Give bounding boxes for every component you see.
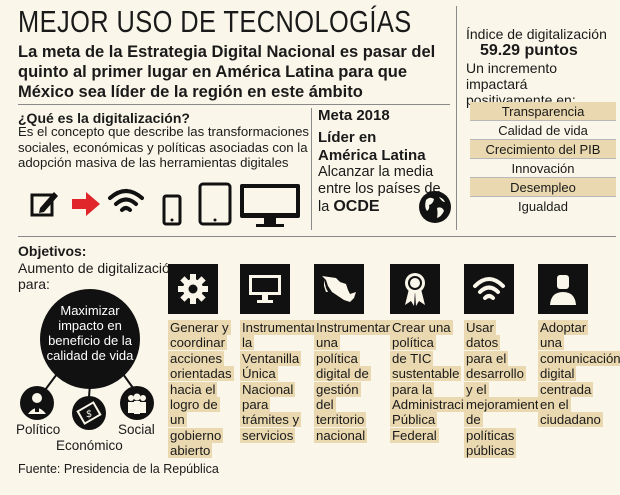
impact-item: Desempleo (470, 178, 616, 197)
objective-text: Generar y coordinar acciones orientadas … (168, 320, 234, 459)
monitor-icon (240, 264, 290, 314)
objective-column: Usar datos para el desarrollo y el mejor… (464, 264, 548, 459)
objective-text: Instrumentar una política digital de ges… (314, 320, 393, 443)
objective-text: Usar datos para el desarrollo y el mejor… (464, 320, 548, 459)
arrow-right-icon (72, 192, 100, 216)
impact-list: Transparencia Calidad de vida Crecimient… (470, 102, 616, 216)
objective-text: Adoptar una comunicación digital centrad… (538, 320, 620, 428)
goal-description-text: Alcanzar la media entre los países de la (318, 164, 441, 215)
divider-horizontal-bottom (18, 236, 616, 237)
divider-horizontal (18, 104, 450, 105)
goal-description: Alcanzar la media entre los países de la… (318, 164, 453, 216)
source-note: Fuente: Presidencia de la República (18, 462, 219, 476)
branch-label-economic: Económico (56, 438, 123, 453)
people-group-icon (120, 386, 154, 420)
smartphone-icon (162, 194, 182, 226)
page-title: MEJOR USO DE TECNOLOGÍAS (18, 4, 412, 39)
money-icon: $ (72, 396, 106, 430)
impact-item: Igualdad (518, 199, 568, 214)
divider-vertical-right (456, 6, 457, 230)
user-icon (538, 264, 588, 314)
svg-text:$: $ (86, 409, 92, 420)
device-icon-row (30, 182, 300, 227)
divider-vertical-middle (311, 108, 312, 230)
objective-column: Crear una política de TIC sustentable pa… (390, 264, 481, 443)
impact-item: Crecimiento del PIB (470, 140, 616, 159)
objective-column: Adoptar una comunicación digital centrad… (538, 264, 620, 428)
index-title: Índice de digitalización (466, 26, 607, 42)
impact-item: Innovación (470, 159, 616, 178)
gear-icon (168, 264, 218, 314)
objective-text: Instrumentar la Ventanilla Única Naciona… (240, 320, 319, 443)
politician-icon (20, 386, 54, 420)
goal-subtitle: Líder en América Latina (318, 129, 426, 164)
objective-column: Generar y coordinar acciones orientadas … (168, 264, 234, 459)
award-ribbon-icon (390, 264, 440, 314)
impact-item: Calidad de vida (470, 121, 616, 140)
branch-label-political: Político (16, 422, 61, 437)
wifi-icon (108, 189, 144, 212)
tablet-icon (198, 182, 232, 226)
objectives-title: Objetivos: (18, 243, 87, 259)
index-value: 59.29 puntos (480, 42, 578, 59)
globe-icon (419, 191, 451, 223)
desktop-monitor-icon (240, 184, 300, 227)
section-title-what: ¿Qué es la digitalización? (18, 110, 190, 126)
index-description: Un incremento impactará positivamente en… (466, 60, 576, 108)
edit-icon (30, 192, 58, 217)
wifi-icon (464, 264, 514, 314)
section-body-what: Es el concepto que describe las transfor… (18, 124, 310, 170)
impact-item: Transparencia (470, 102, 616, 121)
mexico-map-icon (314, 264, 364, 314)
goal-title: Meta 2018 (318, 107, 390, 124)
objective-column: Instrumentar la Ventanilla Única Naciona… (240, 264, 319, 443)
objectives-subtitle: Aumento de digitalización para: (18, 260, 178, 292)
headline: La meta de la Estrategia Digital Naciona… (18, 43, 436, 101)
central-objective-circle: Maximizar impacto en beneficio de la cal… (40, 289, 140, 389)
branch-label-social: Social (118, 422, 155, 437)
goal-ocde: OCDE (333, 198, 380, 215)
objective-column: Instrumentar una política digital de ges… (314, 264, 393, 443)
